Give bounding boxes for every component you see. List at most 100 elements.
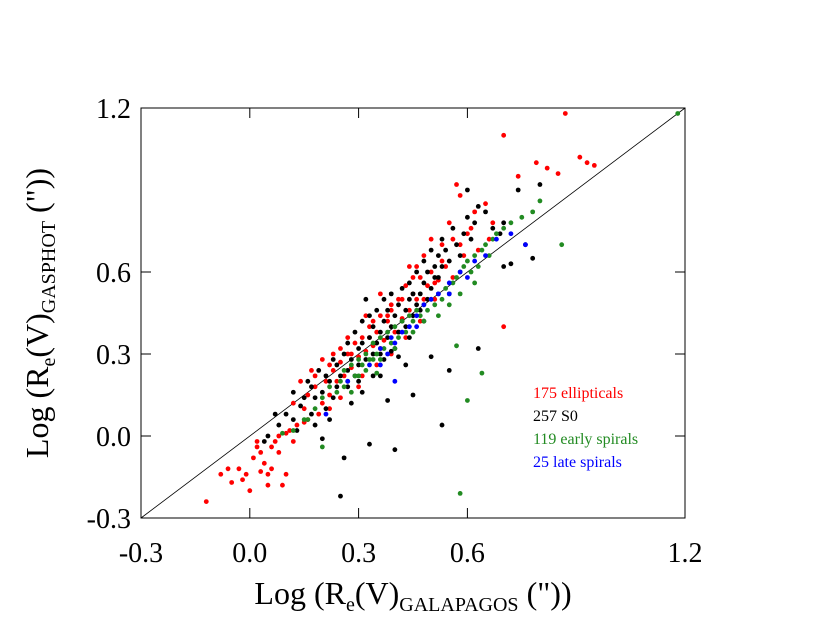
data-point [316,411,322,417]
data-point [483,242,488,248]
data-point [269,444,274,450]
data-point [497,231,503,237]
data-point [450,236,456,242]
data-point [399,296,405,302]
data-point [465,231,470,237]
data-point [446,302,452,308]
data-point [537,198,543,204]
data-point [577,154,583,160]
data-point [399,329,405,335]
data-point [229,480,235,485]
data-point [388,324,394,330]
data-point [417,275,423,280]
data-point [334,378,340,384]
data-point [385,329,391,335]
data-point [272,411,278,417]
data-point [414,264,420,269]
data-point [446,368,452,373]
data-point [435,275,441,280]
data-point [450,225,456,231]
data-point [370,340,376,346]
data-point [435,313,441,319]
data-point [501,132,507,138]
data-point [338,359,343,365]
data-point [236,466,242,472]
data-point [327,378,332,384]
data-point [287,428,293,433]
data-point [439,264,445,269]
data-point [319,395,325,401]
data-point [439,422,445,428]
x-axis-title-mid: (V) [355,575,399,611]
data-point [388,340,394,346]
legend-label-early-spirals: 119 early spirals [533,431,638,448]
data-point [465,398,470,403]
data-point [341,373,347,379]
data-point [388,302,394,308]
data-point [432,264,438,269]
data-point [203,499,209,504]
y-tick-label: 0.3 [96,340,131,371]
data-point [392,346,398,351]
plot-frame [140,107,686,519]
data-point [457,253,463,258]
data-point [341,351,347,357]
data-point [530,209,536,215]
data-point [675,111,681,116]
data-point [396,329,401,335]
data-point [218,471,224,477]
data-point [370,324,376,330]
data-point [519,214,525,220]
data-point [341,384,347,390]
data-point [345,351,351,357]
data-point [457,242,463,248]
data-point [319,357,325,362]
data-point [381,318,387,324]
data-point [403,335,409,340]
data-point [468,269,474,275]
data-point [280,430,285,436]
data-point [265,482,271,488]
data-point [406,264,412,269]
data-point [501,225,507,231]
data-point [508,261,514,267]
data-point [584,160,590,166]
data-point [443,286,449,291]
data-point [319,400,325,406]
data-point [348,389,354,395]
data-point [591,163,597,168]
data-point [414,302,420,308]
data-point [446,258,452,264]
data-point [483,209,488,215]
data-point [356,384,361,390]
data-point [377,329,383,335]
data-point [443,247,449,253]
data-point [225,466,231,472]
data-point [301,417,307,422]
data-point [439,258,445,264]
data-point [294,428,300,433]
data-point [457,491,463,496]
series-0 [203,111,597,504]
data-point [359,362,365,368]
data-point [377,373,383,379]
data-point [486,253,492,258]
data-point [309,384,314,390]
data-point [472,253,478,258]
series-3 [323,231,528,417]
data-point [461,264,467,269]
data-point [374,340,380,346]
data-point [276,422,282,428]
data-point [508,231,514,237]
data-point [388,348,394,354]
data-point [428,354,434,360]
data-point [327,384,332,390]
data-point [454,182,459,187]
data-point [374,370,380,376]
data-point [334,362,340,368]
data-point [410,392,416,398]
data-point [312,422,318,428]
data-point [446,280,452,286]
data-point [396,335,401,340]
data-point [544,165,550,171]
